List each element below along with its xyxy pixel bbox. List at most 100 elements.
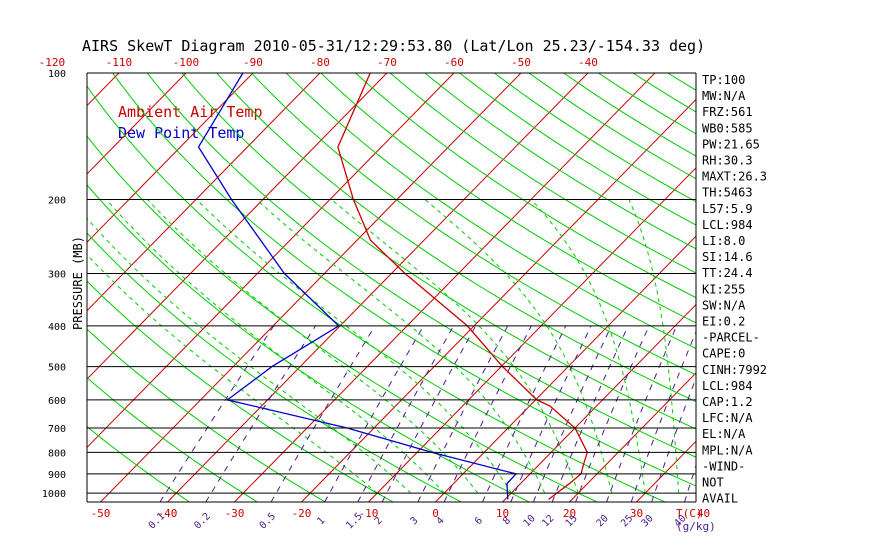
pressure-tick-label: 500 bbox=[48, 363, 66, 374]
dry-adiabat-line bbox=[320, 73, 696, 324]
moist-adiabat-line bbox=[87, 253, 378, 494]
isotherm-line bbox=[87, 73, 455, 449]
top-temp-tick-label: -70 bbox=[377, 56, 397, 69]
moist-adiabat-line bbox=[530, 199, 646, 494]
bottom-temp-tick-label: 20 bbox=[563, 507, 576, 520]
mixing-ratio-line bbox=[482, 325, 567, 502]
stat-item: L57:5.9 bbox=[702, 202, 753, 216]
isotherm-line bbox=[234, 73, 656, 502]
stat-item: LI:8.0 bbox=[702, 234, 745, 248]
bottom-temp-tick-label: 30 bbox=[630, 507, 643, 520]
mixing-ratio-label: 8 bbox=[501, 515, 513, 527]
legend-dewpoint-label: Dew Point Temp bbox=[118, 124, 244, 142]
stat-item: TH:5463 bbox=[702, 186, 753, 200]
chart-title: AIRS SkewT Diagram 2010-05-31/12:29:53.8… bbox=[82, 37, 705, 55]
moist-adiabat-line bbox=[331, 199, 579, 494]
stat-item: CINH:7992 bbox=[702, 363, 767, 377]
dry-adiabat-line bbox=[87, 328, 326, 502]
top-temp-tick-label: -120 bbox=[39, 56, 66, 69]
dry-adiabat-line bbox=[389, 73, 696, 274]
bottom-temp-tick-label: -50 bbox=[91, 507, 111, 520]
dry-adiabat-line bbox=[87, 376, 258, 502]
ambient-air-temp-line bbox=[337, 73, 588, 500]
stat-item: MAXT:26.3 bbox=[702, 170, 767, 184]
stat-item: -WIND- bbox=[702, 459, 745, 473]
dry-adiabat-line bbox=[459, 73, 696, 226]
stat-item: PW:21.65 bbox=[702, 137, 760, 151]
pressure-tick-label: 800 bbox=[48, 448, 66, 459]
bottom-temp-tick-label: 40 bbox=[697, 507, 710, 520]
stat-item: LCL:984 bbox=[702, 218, 753, 232]
mixing-ratio-line bbox=[324, 325, 424, 502]
top-temp-tick-label: -60 bbox=[444, 56, 464, 69]
dew-point-temp-line bbox=[197, 73, 518, 500]
mixing-ratio-line bbox=[510, 325, 592, 502]
pressure-tick-label: 900 bbox=[48, 470, 66, 481]
moist-adiabat-line bbox=[628, 199, 680, 494]
bottom-temp-tick-label: -40 bbox=[158, 507, 178, 520]
pressure-tick-label: 200 bbox=[48, 195, 66, 206]
isotherm-line bbox=[0, 73, 52, 502]
isotherm-line bbox=[435, 235, 696, 502]
stat-item: MW:N/A bbox=[702, 89, 746, 103]
mixing-ratio-label: 0.2 bbox=[192, 511, 213, 532]
bottom-temp-tick-label: -30 bbox=[225, 507, 245, 520]
isotherm-line bbox=[301, 98, 696, 502]
isotherm-line bbox=[771, 73, 870, 502]
stat-item: SI:14.6 bbox=[702, 250, 753, 264]
stat-item: LFC:N/A bbox=[702, 411, 753, 425]
dry-adiabat-line bbox=[355, 73, 696, 299]
dry-adiabat-line bbox=[87, 280, 394, 502]
bottom-temp-tick-label: 0 bbox=[432, 507, 439, 520]
stat-item: NOT bbox=[702, 476, 724, 490]
dry-adiabat-line bbox=[494, 73, 696, 203]
mixing-ratio-line bbox=[443, 325, 532, 502]
moist-adiabat-line bbox=[87, 217, 412, 494]
mixing-ratio-line bbox=[532, 325, 612, 502]
stat-item: TT:24.4 bbox=[702, 266, 753, 280]
stat-item: EL:N/A bbox=[702, 427, 746, 441]
moist-adiabat-line bbox=[256, 199, 546, 494]
top-temp-tick-label: -110 bbox=[106, 56, 133, 69]
stat-item: FRZ:561 bbox=[702, 105, 753, 119]
y-axis-label: PRESSURE (MB) bbox=[71, 236, 85, 330]
isotherm-line bbox=[87, 73, 254, 244]
stat-item: -PARCEL- bbox=[702, 331, 760, 345]
dry-adiabat-line bbox=[181, 73, 696, 430]
pressure-tick-label: 600 bbox=[48, 396, 66, 407]
mixing-ratio-line bbox=[575, 325, 650, 502]
mixing-ratio-label: 0.5 bbox=[258, 511, 279, 532]
mixing-ratio-line bbox=[381, 325, 477, 502]
top-temp-tick-label: -100 bbox=[173, 56, 200, 69]
stat-item: WB0:585 bbox=[702, 121, 753, 135]
pressure-tick-label: 1000 bbox=[42, 489, 66, 500]
pressure-tick-label: 400 bbox=[48, 322, 66, 333]
mixing-ratio-label: 3 bbox=[408, 515, 420, 527]
isotherm-line bbox=[167, 73, 589, 502]
bottom-temp-tick-label: -10 bbox=[359, 507, 379, 520]
isotherm-line bbox=[87, 73, 388, 380]
bottom-temp-tick-label: 10 bbox=[496, 507, 509, 520]
mixing-ratio-line bbox=[606, 325, 678, 502]
dry-adiabat-line bbox=[528, 73, 696, 180]
dry-adiabat-line bbox=[424, 73, 696, 250]
legend-ambient-label: Ambient Air Temp bbox=[118, 103, 263, 121]
temp-unit-label: T(C) bbox=[676, 507, 703, 520]
mixing-ratio-label: 10 bbox=[521, 513, 537, 529]
dry-adiabat-line bbox=[285, 73, 696, 350]
mixing-ratio-line bbox=[417, 325, 509, 502]
mixing-ratio-label: 2 bbox=[373, 515, 385, 527]
dry-adiabat-line bbox=[667, 73, 696, 91]
dry-adiabat-line bbox=[251, 73, 696, 376]
pressure-tick-label: 700 bbox=[48, 424, 66, 435]
mixing-ratio-label: 20 bbox=[595, 513, 611, 529]
isotherm-line bbox=[87, 73, 321, 312]
grid-lines bbox=[0, 73, 870, 502]
mixing-ratio-label: 4 bbox=[435, 515, 447, 527]
isotherm-line bbox=[87, 73, 187, 175]
mixing-ratio-line bbox=[551, 325, 629, 502]
stat-item: CAP:1.2 bbox=[702, 395, 753, 409]
top-temp-tick-label: -40 bbox=[578, 56, 598, 69]
top-temp-tick-label: -50 bbox=[511, 56, 531, 69]
stat-item: KI:255 bbox=[702, 282, 745, 296]
